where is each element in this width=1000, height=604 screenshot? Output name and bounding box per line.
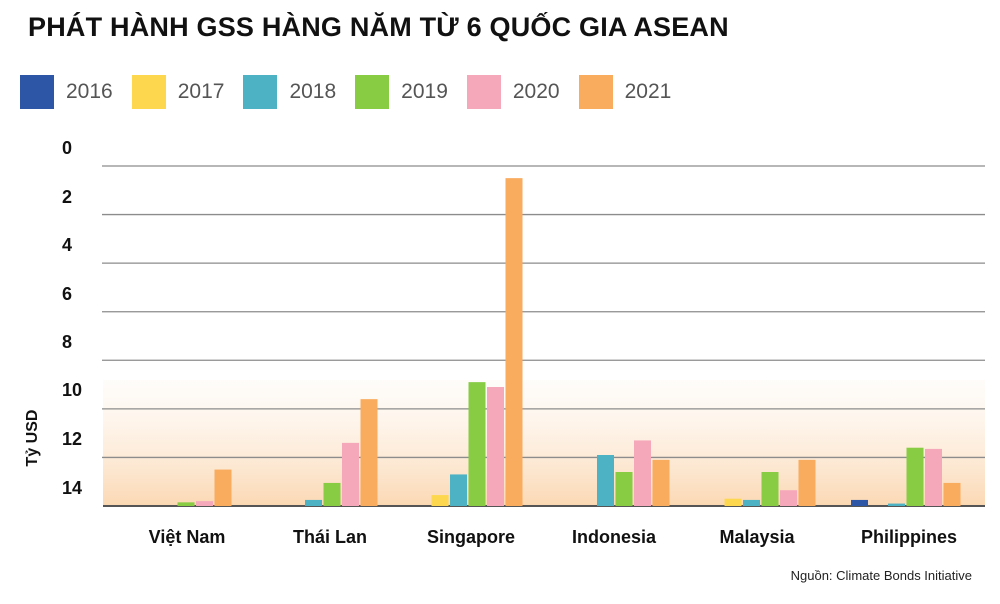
legend-label-2017: 2017 xyxy=(177,80,225,103)
y-axis-label: Tỷ USD xyxy=(24,410,41,467)
x-category-label: Thái Lan xyxy=(293,527,367,547)
bar-malaysia-2021 xyxy=(798,459,816,506)
bar-malaysia-2018 xyxy=(743,499,760,506)
legend-swatch-2019 xyxy=(355,75,390,109)
bar-indonesia-2018 xyxy=(597,455,614,506)
bar-việt-nam-2019 xyxy=(177,502,195,506)
y-tick-label: 2 xyxy=(62,187,72,207)
legend-item-2021: 2021 xyxy=(578,75,672,109)
y-tick-label: 14 xyxy=(62,478,82,498)
y-tick-label: 4 xyxy=(62,235,72,255)
bar-indonesia-2021 xyxy=(652,459,670,506)
bar-thái-lan-2020 xyxy=(342,442,359,506)
chart-title: PHÁT HÀNH GSS HÀNG NĂM TỪ 6 QUỐC GIA ASE… xyxy=(28,12,729,42)
y-tick-label: 10 xyxy=(62,380,82,400)
legend-swatch-2020 xyxy=(466,75,501,109)
legend-label-2019: 2019 xyxy=(401,80,448,103)
plot-background-band xyxy=(103,380,985,506)
y-tick-label: 12 xyxy=(62,429,82,449)
y-tick-label: 8 xyxy=(62,332,72,352)
bar-singapore-2021 xyxy=(505,178,523,506)
legend-item-2016: 2016 xyxy=(20,75,113,109)
bar-indonesia-2020 xyxy=(634,440,651,506)
legend-item-2017: 2017 xyxy=(131,75,225,109)
bar-malaysia-2020 xyxy=(780,490,797,506)
bar-philippines-2020 xyxy=(925,448,942,506)
legend-item-2020: 2020 xyxy=(466,75,560,109)
chart-legend: 2016 2017 2018 2019 2020 2021 xyxy=(20,74,690,110)
legend-swatch-2018 xyxy=(243,75,278,109)
bar-singapore-2020 xyxy=(487,387,504,506)
legend-item-2018: 2018 xyxy=(243,75,336,109)
legend-label-2018: 2018 xyxy=(289,80,337,103)
legend-item-2019: 2019 xyxy=(355,75,448,109)
bar-philippines-2018 xyxy=(888,503,905,506)
x-category-label: Malaysia xyxy=(719,527,795,547)
bar-thái-lan-2019 xyxy=(323,482,341,506)
legend-label-2020: 2020 xyxy=(512,80,560,103)
bar-indonesia-2019 xyxy=(615,472,633,506)
legend-swatch-2017 xyxy=(131,75,166,109)
x-category-label: Việt Nam xyxy=(149,527,226,547)
y-axis-ticks: 0 2 4 6 8 10 12 14 xyxy=(62,138,82,498)
legend-label-2016: 2016 xyxy=(66,80,113,103)
bar-singapore-2018 xyxy=(450,474,467,506)
bars xyxy=(177,178,961,506)
x-category-label: Singapore xyxy=(427,527,515,547)
bar-philippines-2019 xyxy=(906,447,924,506)
source-note: Nguồn: Climate Bonds Initiative xyxy=(790,568,972,583)
bar-singapore-2017 xyxy=(431,495,449,506)
legend-swatch-2021 xyxy=(578,75,613,109)
bar-thái-lan-2021 xyxy=(360,399,378,506)
x-axis-categories: Việt Nam Thái Lan Singapore Indonesia Malays… xyxy=(149,527,957,547)
gridlines xyxy=(102,165,985,507)
bar-việt-nam-2020 xyxy=(196,501,213,506)
y-tick-label: 0 xyxy=(62,138,72,158)
bar-philippines-2021 xyxy=(943,482,961,506)
legend-label-2021: 2021 xyxy=(624,80,672,103)
bar-thái-lan-2018 xyxy=(305,499,322,506)
legend-swatch-2016 xyxy=(20,75,54,109)
y-tick-label: 6 xyxy=(62,284,72,304)
x-category-label: Indonesia xyxy=(572,527,657,547)
bar-malaysia-2019 xyxy=(761,472,779,506)
bar-malaysia-2017 xyxy=(724,498,742,506)
bar-singapore-2019 xyxy=(468,382,486,506)
bar-philippines-2016 xyxy=(851,499,868,506)
bar-việt-nam-2021 xyxy=(214,469,232,506)
x-category-label: Philippines xyxy=(861,527,957,547)
